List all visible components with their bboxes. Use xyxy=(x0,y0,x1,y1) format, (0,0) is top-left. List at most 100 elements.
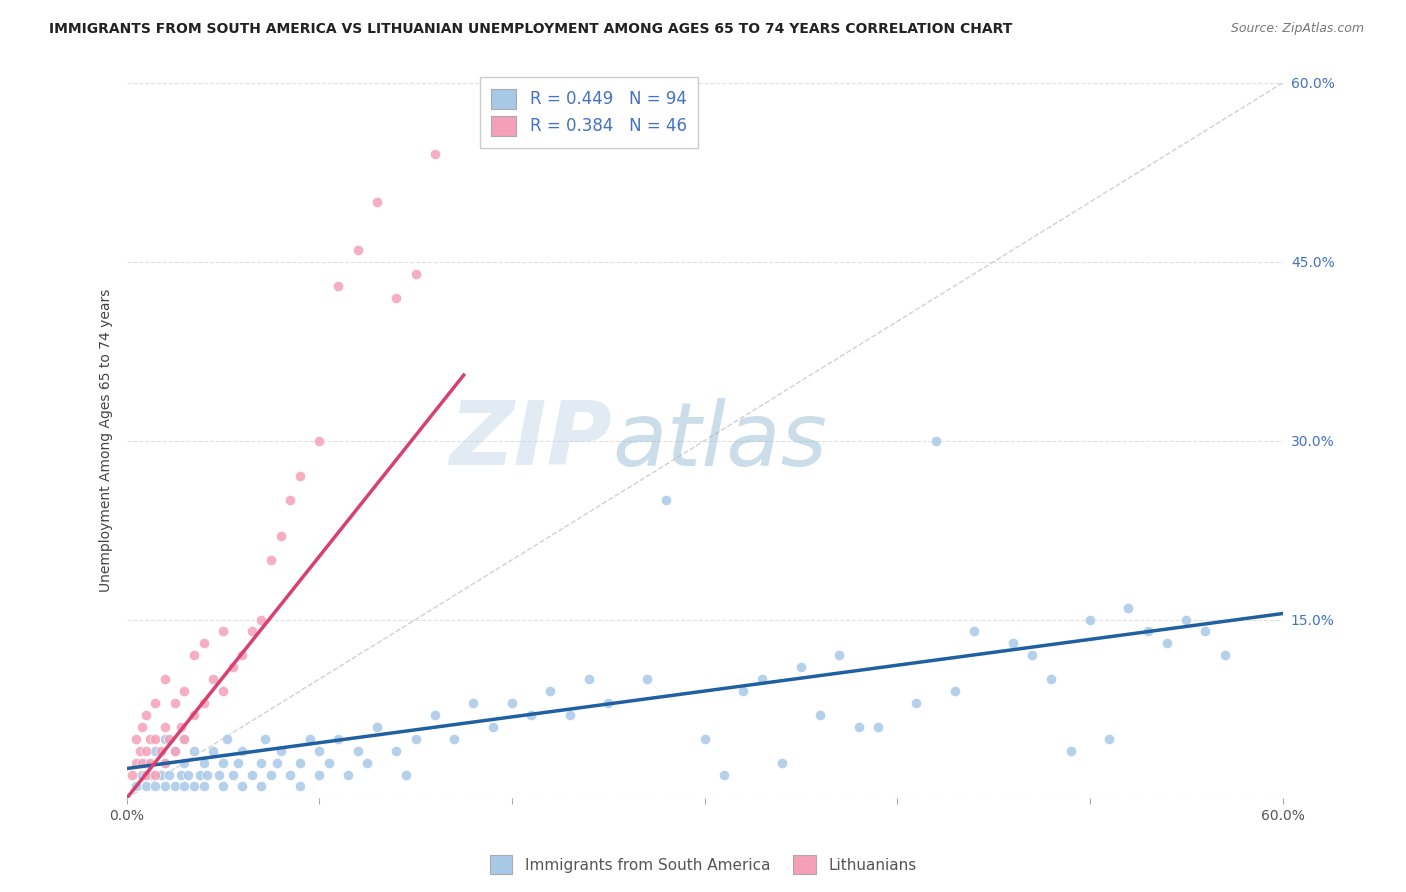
Point xyxy=(138,767,160,781)
Point xyxy=(828,648,851,663)
Point xyxy=(866,720,889,734)
Point xyxy=(598,696,620,710)
Point xyxy=(288,469,311,483)
Point xyxy=(169,767,191,781)
Point xyxy=(848,720,870,734)
Point xyxy=(215,731,238,746)
Point xyxy=(423,707,446,722)
Point xyxy=(943,684,966,698)
Point xyxy=(240,767,263,781)
Point xyxy=(278,767,301,781)
Point xyxy=(150,767,173,781)
Point xyxy=(138,731,160,746)
Point xyxy=(270,744,292,758)
Point xyxy=(153,672,176,686)
Point xyxy=(212,624,235,639)
Point xyxy=(121,767,143,781)
Point xyxy=(188,767,211,781)
Point xyxy=(346,744,368,758)
Point xyxy=(173,756,195,770)
Point xyxy=(173,684,195,698)
Point xyxy=(346,243,368,257)
Text: Source: ZipAtlas.com: Source: ZipAtlas.com xyxy=(1230,22,1364,36)
Point xyxy=(405,731,427,746)
Point xyxy=(1213,648,1236,663)
Point xyxy=(153,756,176,770)
Point xyxy=(163,780,186,794)
Point xyxy=(202,672,225,686)
Point xyxy=(183,707,205,722)
Point xyxy=(578,672,600,686)
Point xyxy=(733,684,755,698)
Point xyxy=(298,731,321,746)
Point xyxy=(328,278,350,293)
Point xyxy=(145,744,167,758)
Point xyxy=(278,493,301,508)
Point xyxy=(443,731,465,746)
Point xyxy=(1175,613,1198,627)
Point xyxy=(221,660,243,674)
Point xyxy=(395,767,418,781)
Point xyxy=(463,696,485,710)
Point xyxy=(202,744,225,758)
Point xyxy=(538,684,561,698)
Point xyxy=(157,767,180,781)
Point xyxy=(153,720,176,734)
Point xyxy=(1118,600,1140,615)
Point xyxy=(308,767,330,781)
Point xyxy=(405,267,427,281)
Point xyxy=(1194,624,1216,639)
Point xyxy=(212,684,235,698)
Y-axis label: Unemployment Among Ages 65 to 74 years: Unemployment Among Ages 65 to 74 years xyxy=(100,289,114,592)
Point xyxy=(125,731,148,746)
Point xyxy=(183,648,205,663)
Point xyxy=(135,756,157,770)
Point xyxy=(1136,624,1159,639)
Point xyxy=(790,660,813,674)
Text: atlas: atlas xyxy=(612,398,827,483)
Point xyxy=(905,696,928,710)
Point xyxy=(163,744,186,758)
Point xyxy=(337,767,360,781)
Point xyxy=(250,780,273,794)
Point xyxy=(250,613,273,627)
Point xyxy=(173,731,195,746)
Point xyxy=(963,624,986,639)
Point xyxy=(153,756,176,770)
Point xyxy=(1059,744,1081,758)
Point xyxy=(208,767,231,781)
Point xyxy=(385,744,408,758)
Point xyxy=(423,147,446,161)
Point xyxy=(231,744,253,758)
Point xyxy=(266,756,288,770)
Point xyxy=(693,731,716,746)
Point xyxy=(481,720,503,734)
Point xyxy=(221,767,243,781)
Point xyxy=(135,744,157,758)
Point xyxy=(153,731,176,746)
Point xyxy=(240,624,263,639)
Point xyxy=(366,720,388,734)
Point xyxy=(1156,636,1178,650)
Point xyxy=(135,767,157,781)
Point xyxy=(150,744,173,758)
Point xyxy=(636,672,658,686)
Point xyxy=(193,780,215,794)
Point xyxy=(231,648,253,663)
Point xyxy=(135,780,157,794)
Point xyxy=(135,707,157,722)
Point xyxy=(197,767,219,781)
Point xyxy=(212,780,235,794)
Text: ZIP: ZIP xyxy=(450,397,612,484)
Legend: Immigrants from South America, Lithuanians: Immigrants from South America, Lithuania… xyxy=(484,849,922,880)
Point xyxy=(1021,648,1043,663)
Point xyxy=(288,780,311,794)
Point xyxy=(250,756,273,770)
Legend: R = 0.449   N = 94, R = 0.384   N = 46: R = 0.449 N = 94, R = 0.384 N = 46 xyxy=(479,77,699,148)
Point xyxy=(193,756,215,770)
Point xyxy=(254,731,277,746)
Point xyxy=(1040,672,1063,686)
Point xyxy=(145,696,167,710)
Point xyxy=(260,767,283,781)
Point xyxy=(308,434,330,448)
